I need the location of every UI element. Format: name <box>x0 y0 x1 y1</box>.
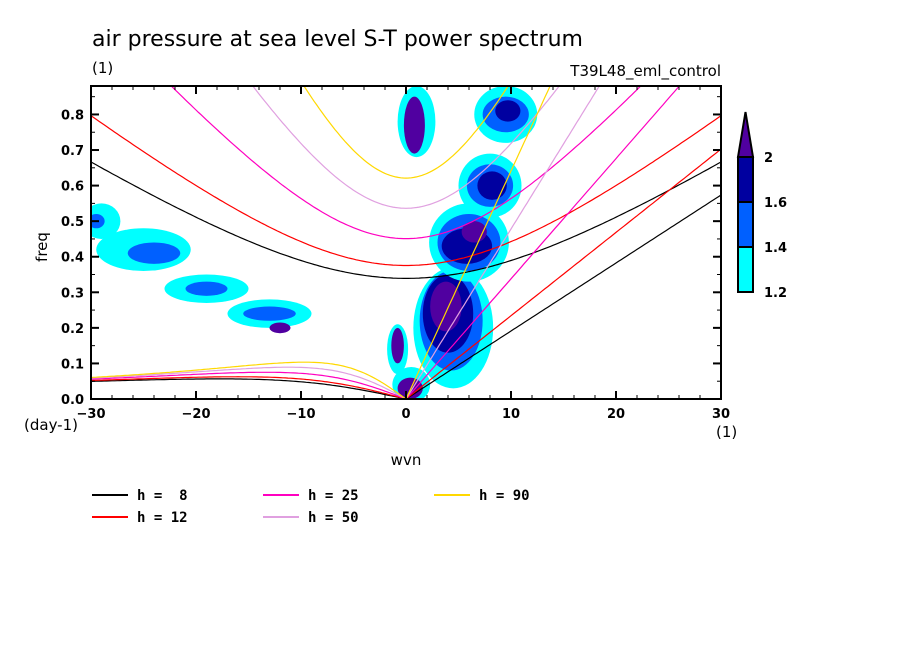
contour-region <box>269 322 291 334</box>
contour-region <box>127 242 181 264</box>
run-label: T39L48_eml_control <box>569 62 721 81</box>
contour-layer <box>91 86 538 399</box>
x-tick-label: −30 <box>77 407 106 422</box>
legend-label: h = 8 <box>137 488 188 504</box>
units-label: (1) <box>92 59 113 77</box>
contour-region <box>243 306 296 321</box>
contour-region <box>495 100 521 122</box>
y-tick-label: 0.0 <box>61 393 84 408</box>
legend-label: h = 25 <box>308 488 359 504</box>
kelvin-curve <box>405 148 721 399</box>
y-tick-labels: 0.0 0.1 0.2 0.3 0.4 0.5 0.6 0.7 0.8 <box>61 108 84 408</box>
y-tick-label: 0.7 <box>61 144 84 159</box>
x-tick-label: 10 <box>502 407 520 422</box>
x-tick-label: 20 <box>607 407 625 422</box>
ig1-curve <box>170 86 642 240</box>
y-units-label: (day-1) <box>24 416 78 434</box>
contour-region <box>403 96 425 154</box>
rossby-curve <box>91 371 407 399</box>
colorbar-label: 1.2 <box>764 286 787 301</box>
contour-region <box>91 203 121 239</box>
kelvin-curve <box>405 86 551 399</box>
x-tick-label: −10 <box>287 407 316 422</box>
ig1-curve <box>303 86 509 179</box>
legend-label: h = 50 <box>308 510 359 526</box>
x-tick-label: 0 <box>401 407 410 422</box>
legend-label: h = 90 <box>479 488 530 504</box>
contour-region <box>477 171 507 200</box>
rossby-curve <box>91 376 407 399</box>
colorbar-label: 2 <box>764 151 773 166</box>
contour-region <box>391 327 404 364</box>
y-axis-label: freq <box>33 232 51 262</box>
chart-title: air pressure at sea level S-T power spec… <box>92 27 583 52</box>
colorbar-label: 1.6 <box>764 196 787 211</box>
y-tick-label: 0.2 <box>61 322 84 337</box>
rossby-curve <box>91 378 407 399</box>
y-tick-label: 0.1 <box>61 357 84 372</box>
x-tick-label: 30 <box>712 407 730 422</box>
ig1-curve <box>252 86 561 209</box>
kelvin-curve <box>405 86 681 399</box>
kelvin-curve <box>405 86 601 399</box>
x-units-label: (1) <box>716 423 737 441</box>
x-tick-labels: −30 −20 −10 0 10 20 30 <box>77 407 731 422</box>
legend-label: h = 12 <box>137 510 188 526</box>
colorbar: 1.2 1.4 1.6 2 <box>736 111 787 301</box>
ig1-curve <box>91 161 721 279</box>
dispersion-curves <box>91 86 721 399</box>
contour-region <box>185 281 228 296</box>
colorbar-extend-triangle <box>736 111 755 158</box>
rossby-curve <box>91 361 407 399</box>
colorbar-label: 1.4 <box>764 241 787 256</box>
colorbar-segment <box>737 246 754 293</box>
legend: h = 8 h = 12 h = 25 h = 50 h = 90 <box>92 488 530 526</box>
colorbar-segment <box>737 156 754 203</box>
colorbar-segment <box>737 201 754 248</box>
x-tick-label: −20 <box>182 407 211 422</box>
y-tick-label: 0.5 <box>61 215 84 230</box>
rossby-curve <box>91 366 407 399</box>
ig1-curve <box>91 115 721 267</box>
y-tick-label: 0.3 <box>61 286 84 301</box>
axis-ticks <box>90 86 722 400</box>
y-tick-label: 0.6 <box>61 180 84 195</box>
x-axis-label: wvn <box>391 451 422 469</box>
y-tick-label: 0.4 <box>61 251 84 266</box>
kelvin-curve <box>405 194 721 399</box>
y-tick-label: 0.8 <box>61 108 84 123</box>
